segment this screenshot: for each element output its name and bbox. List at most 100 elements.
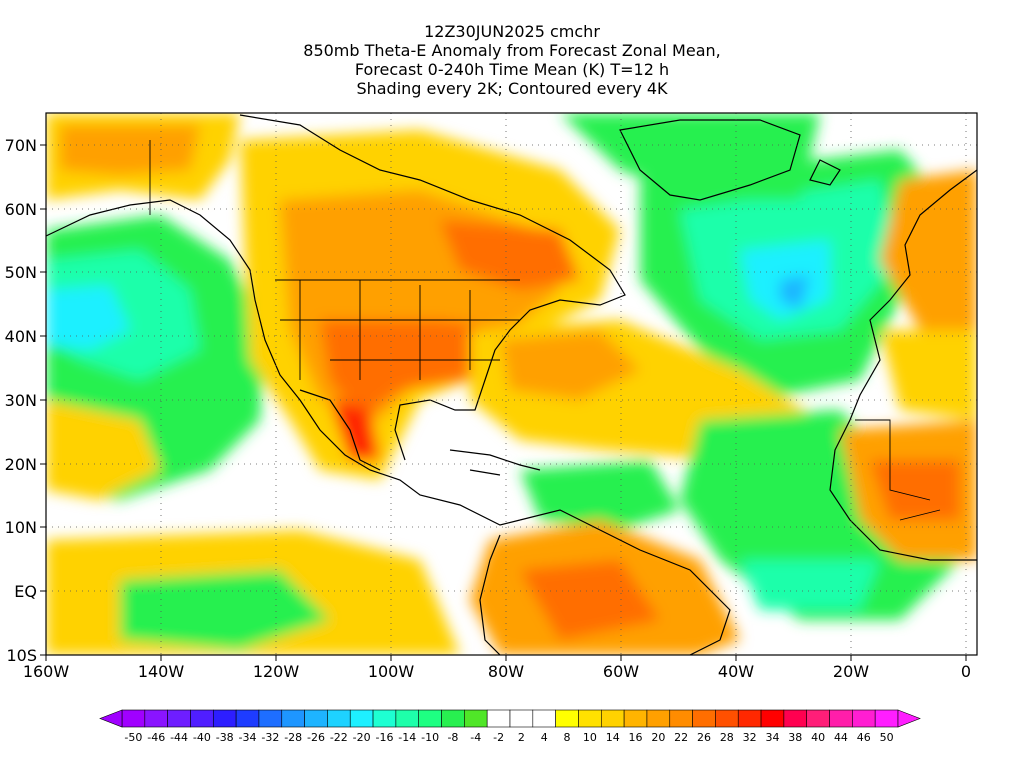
shade-atlantic-blue (780, 275, 810, 310)
colorbar-label: -10 (421, 731, 439, 744)
south-america-outline (479, 509, 731, 655)
shade-mexico-hot (330, 400, 380, 460)
lon-tick-label: 20W (833, 662, 869, 681)
pacific-coast-north-america (46, 199, 521, 526)
lon-tick-label: 0 (961, 662, 971, 681)
colorbar-swatch (760, 709, 785, 728)
colorbar-swatch (669, 709, 693, 728)
colorbar-swatch (486, 709, 511, 728)
colorbar-swatch (555, 709, 579, 728)
lat-tick-label: 70N (5, 136, 37, 155)
shade-greenland-cool (560, 113, 820, 200)
colorbar-label: -2 (493, 731, 504, 744)
colorbar-label: 16 (629, 731, 643, 744)
colorbar-swatch (281, 709, 305, 728)
lat-tick-label: 60N (5, 200, 37, 219)
africa-borders (855, 419, 941, 521)
colorbar-swatch (144, 709, 168, 728)
lon-tick-label: 60W (603, 662, 639, 681)
latitude-axis: 70N 60N 50N 40N 30N 20N 10N EQ 10S (5, 136, 46, 665)
lon-tick-label: 140W (138, 662, 185, 681)
colorbar-label: -32 (261, 731, 279, 744)
colorbar-swatch (372, 709, 397, 728)
colorbar-swatch (327, 709, 351, 728)
colorbar-label: 46 (857, 731, 871, 744)
colorbar-label: 44 (834, 731, 848, 744)
colorbar-swatch (783, 709, 808, 728)
lat-tick-label: 10S (6, 646, 37, 665)
lat-tick-label: 50N (5, 263, 37, 282)
colorbar-label: -8 (447, 731, 458, 744)
colorbar-label: 4 (541, 731, 548, 744)
shade-equatorial-teal (740, 560, 880, 610)
title-line-3: Forecast 0-240h Time Mean (K) T=12 h (354, 60, 670, 79)
colorbar-label: -50 (124, 731, 142, 744)
colorbar-label: 14 (606, 731, 620, 744)
colorbar-label: -28 (284, 731, 302, 744)
longitude-axis: 160W 140W 120W 100W 80W 60W 40W 20W 0 (23, 655, 971, 681)
colorbar-label: -46 (147, 731, 165, 744)
shade-midatlantic-orange (500, 330, 640, 400)
title-line-1: 12Z30JUN2025 cmchr (424, 22, 600, 41)
colorbar-swatch (600, 709, 625, 728)
colorbar-swatch (646, 709, 671, 728)
us-state-boundaries (275, 279, 520, 380)
colorbar-label: 28 (720, 731, 734, 744)
caribbean-islands (449, 449, 541, 476)
anomaly-shading (46, 113, 977, 655)
colorbar-swatch (418, 709, 442, 728)
colorbar-label: 50 (880, 731, 894, 744)
colorbar-label: -40 (193, 731, 211, 744)
colorbar-swatch (509, 709, 534, 728)
shade-alaska-warm (60, 125, 200, 175)
lon-tick-label: 80W (488, 662, 524, 681)
lat-tick-label: 10N (5, 518, 37, 537)
colorbar-swatch (258, 709, 283, 728)
map-frame (45, 112, 978, 656)
colorbar-swatch (464, 709, 488, 728)
colorbar-label: -26 (307, 731, 325, 744)
colorbar-label: 34 (765, 731, 779, 744)
colorbar-swatch (715, 709, 739, 728)
greenland-outline (619, 119, 801, 201)
lon-tick-label: 120W (253, 662, 300, 681)
colorbar-swatch (692, 709, 716, 728)
colorbar-label: -20 (353, 731, 371, 744)
colorbar-high-arrow (897, 709, 921, 728)
atlantic-coast-north-america (239, 114, 626, 461)
colorbar: -50 -46 -44 -40 -38 -34 -32 -28 -26 -22 -20 -16 -14-… (99, 709, 921, 744)
lat-tick-label: 40N (5, 327, 37, 346)
colorbar-swatch (190, 709, 214, 728)
colorbar-label: -44 (170, 731, 188, 744)
iceland-outline (809, 159, 841, 186)
colorbar-label: 10 (583, 731, 597, 744)
colorbar-swatch (212, 709, 237, 728)
shade-iberia-warm (880, 330, 977, 420)
colorbar-swatch (806, 709, 830, 728)
lat-lon-grid (46, 113, 977, 655)
colorbar-swatch (737, 709, 762, 728)
shade-europe-warm (880, 170, 977, 330)
lat-tick-label: 20N (5, 455, 37, 474)
lon-tick-label: 100W (368, 662, 415, 681)
title-line-4: Shading every 2K; Contoured every 4K (356, 79, 668, 98)
colorbar-swatch (304, 709, 328, 728)
lon-tick-label: 160W (23, 662, 70, 681)
shade-pacific-cyan (46, 285, 130, 350)
colorbar-label: -4 (470, 731, 481, 744)
colorbar-swatch (623, 709, 648, 728)
title-line-2: 850mb Theta-E Anomaly from Forecast Zona… (303, 41, 721, 60)
shade-amazon-hot (520, 560, 660, 640)
colorbar-swatch (121, 709, 146, 728)
colorbar-label: -34 (239, 731, 257, 744)
colorbar-label: 40 (811, 731, 825, 744)
colorbar-label: -22 (330, 731, 348, 744)
coastlines (46, 114, 977, 655)
shade-sahel-hot (870, 460, 960, 520)
colorbar-swatch (532, 709, 556, 728)
baja-gulf-outline (299, 389, 381, 471)
shade-caribbean-cool (520, 460, 680, 530)
colorbar-swatch (395, 709, 420, 728)
colorbar-swatch (235, 709, 260, 728)
colorbar-swatch (349, 709, 374, 728)
